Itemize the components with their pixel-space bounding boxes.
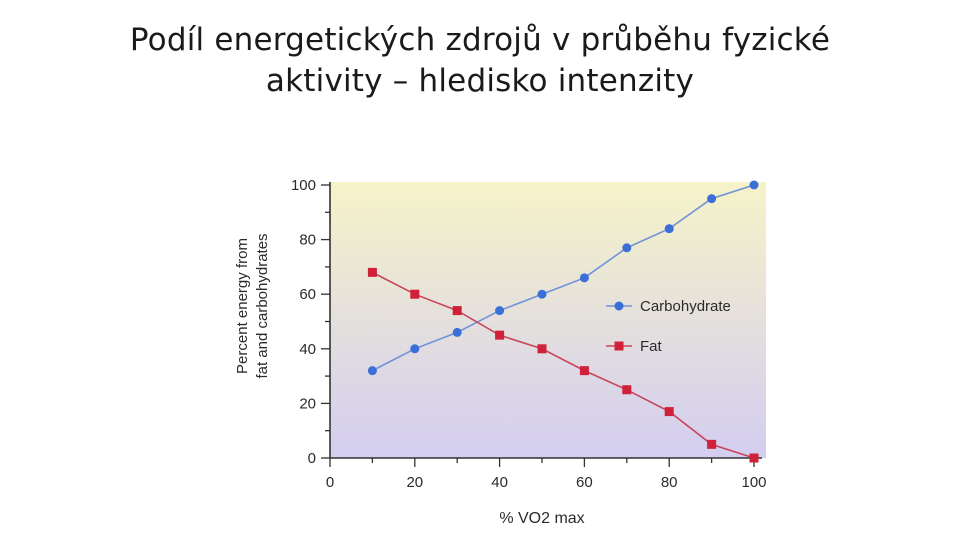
y-tick-label: 100 [291,177,316,194]
carbohydrate-point [749,180,759,190]
x-tick-label: 0 [326,474,334,491]
carbohydrate-series-line [372,184,755,372]
legend-fat-label: Fat [640,338,663,355]
fat-point [749,453,759,463]
x-tick-label: 80 [661,474,678,491]
carbohydrate-point [707,194,717,204]
fat-point [495,330,505,340]
legend-carbohydrate-marker [614,301,624,311]
carbohydrate-point [495,306,505,316]
fat-point [537,344,547,354]
y-tick-label: 80 [299,232,316,249]
legend: Carbohydrate Fat [606,298,731,355]
y-tick-label: 60 [299,286,316,303]
x-tick-label: 20 [406,474,423,491]
carbohydrate-point [410,344,420,354]
plot-background [330,182,766,458]
fat-series-line [372,271,755,459]
fat-point [707,439,717,449]
fat-point [579,366,589,376]
carbohydrate-point [664,224,674,234]
slide-title: Podíl energetických zdrojů v průběhu fyz… [0,20,960,102]
slide-title-line-1: Podíl energetických zdrojů v průběhu fyz… [129,22,831,58]
y-tick-label: 20 [299,395,316,412]
fat-point [664,407,674,417]
fat-point [367,267,377,277]
carbohydrate-point [452,327,462,337]
slide-title-line-2: aktivity – hledisko intenzity [265,63,695,99]
y-axis-label-line-1: Percent energy from [234,238,251,374]
fat-point [410,289,420,299]
fat-point [452,306,462,316]
carbohydrate-point [367,366,377,376]
y-tick-label: 40 [299,341,316,358]
series-layer [367,180,759,463]
x-tick-label: 40 [491,474,508,491]
legend-fat-marker [614,341,624,351]
x-axis-label: % VO2 max [499,510,584,527]
x-tick-label: 60 [576,474,593,491]
y-axis-label-line-2: fat and carbohydrates [254,233,271,378]
carbohydrate-point [622,243,632,253]
x-tick-label: 100 [741,474,766,491]
y-tick-label: 0 [308,450,316,467]
axes: 0 20 40 60 80 100 0 20 40 60 80 100 [291,177,767,491]
carbohydrate-point [579,273,589,283]
legend-carbohydrate-label: Carbohydrate [640,298,731,315]
carbohydrate-point [537,289,547,299]
fat-point [622,385,632,395]
line-chart: 0 20 40 60 80 100 0 20 40 60 80 100 Carbohydrate Fat… [234,177,767,527]
